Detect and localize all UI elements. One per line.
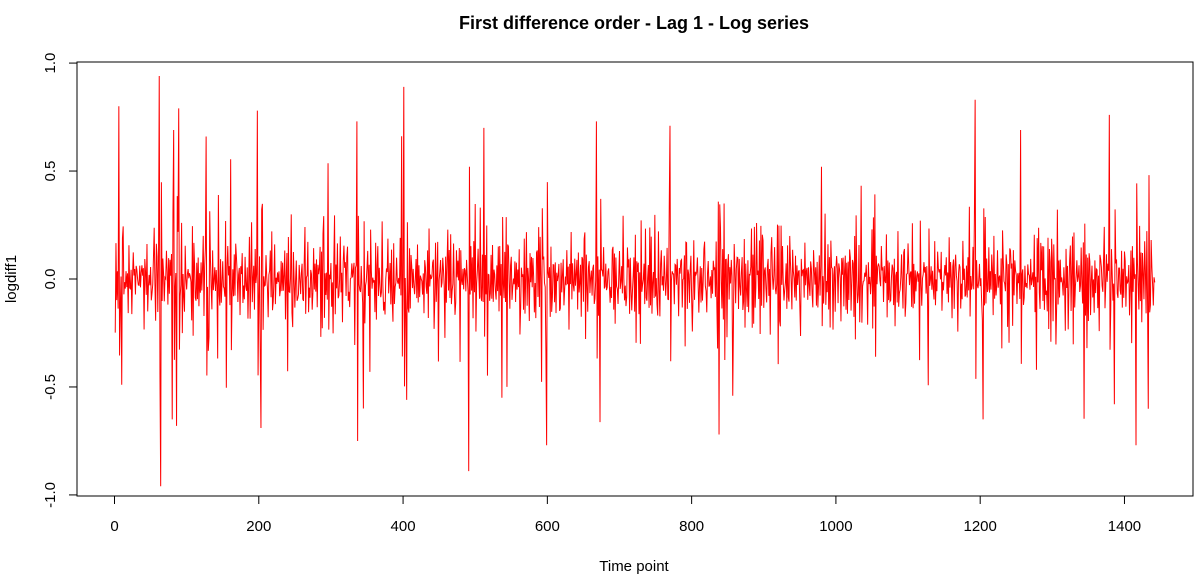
x-tick-label: 1400 (1108, 518, 1141, 535)
chart-title: First difference order - Lag 1 - Log ser… (459, 13, 809, 33)
y-axis-label: logdiff1 (3, 255, 20, 303)
y-tick-label: 0.0 (42, 269, 59, 290)
x-tick-label: 1200 (964, 518, 997, 535)
x-tick-label: 1000 (819, 518, 852, 535)
x-axis-label: Time point (599, 558, 669, 575)
y-tick-label: 1.0 (42, 53, 59, 74)
x-tick-label: 400 (391, 518, 416, 535)
series-group (114, 76, 1156, 487)
x-tick-label: 600 (535, 518, 560, 535)
x-tick-label: 800 (679, 518, 704, 535)
x-tick-label: 0 (110, 518, 118, 535)
y-tick-label: 0.5 (42, 161, 59, 182)
x-tick-label: 200 (246, 518, 271, 535)
y-tick-label: -1.0 (42, 482, 59, 508)
series-line (114, 76, 1156, 487)
y-axis: -1.0 -0.5 0.0 0.5 1.0 (42, 53, 78, 508)
y-tick-label: -0.5 (42, 374, 59, 400)
x-axis: 0 200 400 600 800 1000 1200 1400 (110, 495, 1141, 535)
